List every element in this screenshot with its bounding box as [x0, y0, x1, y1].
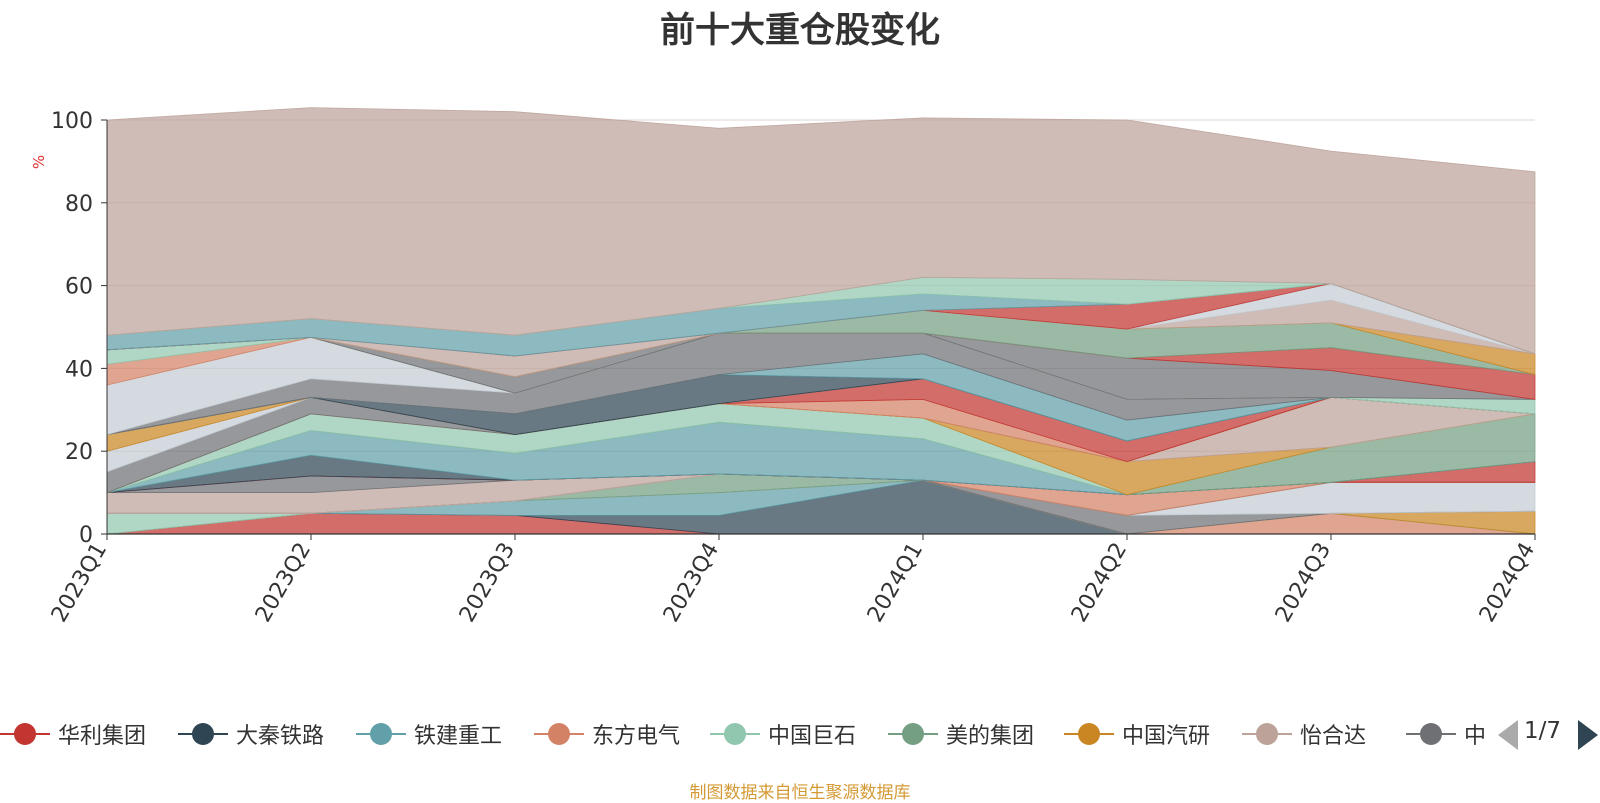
legend[interactable]: 华利集团 大秦铁路 铁建重工 东方电气 中国巨石 美的集团 中国汽研 怡合达 中兴通讯: [0, 716, 1485, 756]
legend-item-9[interactable]: 中兴通讯: [1406, 716, 1485, 752]
legend-item-3[interactable]: 铁建重工: [356, 716, 502, 752]
legend-label: 大秦铁路: [236, 724, 325, 749]
legend-item-2[interactable]: 大秦铁路: [178, 716, 324, 752]
y-tick-label-40: 40: [65, 357, 93, 382]
legend-marker-icon: [888, 720, 938, 748]
pager-prev-arrow-icon[interactable]: [1498, 720, 1518, 750]
legend-label: 中兴通讯: [1464, 724, 1485, 749]
area-series-42: [106, 107, 1536, 355]
legend-item-7[interactable]: 中国汽研: [1064, 716, 1210, 752]
legend-marker-icon: [710, 720, 760, 748]
legend-marker-icon: [1406, 720, 1456, 748]
data-source-note: 制图数据来自恒生聚源数据库: [689, 783, 911, 803]
legend-label: 东方电气: [592, 724, 681, 749]
y-tick-label-80: 80: [65, 192, 93, 217]
stacked-areas: [106, 107, 1536, 535]
x-tick-label-0: 2023Q1: [47, 539, 112, 627]
legend-marker-icon: [356, 720, 406, 748]
legend-item-8[interactable]: 怡合达: [1242, 716, 1366, 752]
pager-next-arrow-icon[interactable]: [1578, 720, 1598, 750]
axes: [101, 119, 1536, 540]
legend-item-6[interactable]: 美的集团: [888, 716, 1034, 752]
x-tick-label-5: 2024Q2: [1067, 539, 1132, 627]
x-tick-label-1: 2023Q2: [251, 539, 316, 627]
y-tick-label-20: 20: [65, 440, 93, 465]
legend-label: 中国巨石: [768, 724, 857, 749]
y-axis-unit-label: %: [30, 155, 48, 169]
pager-page-indicator: 1/7: [1524, 718, 1562, 744]
legend-marker-icon: [0, 720, 50, 748]
legend-label: 中国汽研: [1122, 724, 1211, 749]
legend-label: 美的集团: [946, 724, 1035, 749]
legend-label: 华利集团: [58, 724, 147, 749]
legend-marker-icon: [178, 720, 228, 748]
chart-title: 前十大重仓股变化: [659, 11, 940, 51]
x-tick-label-6: 2024Q3: [1271, 539, 1336, 627]
legend-marker-icon: [534, 720, 584, 748]
y-tick-label-100: 100: [51, 109, 93, 134]
legend-label: 怡合达: [1300, 724, 1367, 749]
legend-item-5[interactable]: 中国巨石: [710, 716, 856, 752]
x-tick-label-2: 2023Q3: [455, 539, 520, 627]
legend-item-4[interactable]: 东方电气: [534, 716, 680, 752]
x-tick-label-7: 2024Q4: [1475, 539, 1540, 627]
legend-marker-icon: [1064, 720, 1114, 748]
legend-pager: 1/7: [1498, 718, 1600, 752]
x-tick-label-3: 2023Q4: [659, 539, 724, 627]
legend-marker-icon: [1242, 720, 1292, 748]
x-tick-label-4: 2024Q1: [863, 539, 928, 627]
y-tick-label-0: 0: [79, 523, 93, 548]
y-tick-label-60: 60: [65, 275, 93, 300]
legend-label: 铁建重工: [414, 724, 503, 749]
legend-item-1[interactable]: 华利集团: [0, 716, 146, 752]
